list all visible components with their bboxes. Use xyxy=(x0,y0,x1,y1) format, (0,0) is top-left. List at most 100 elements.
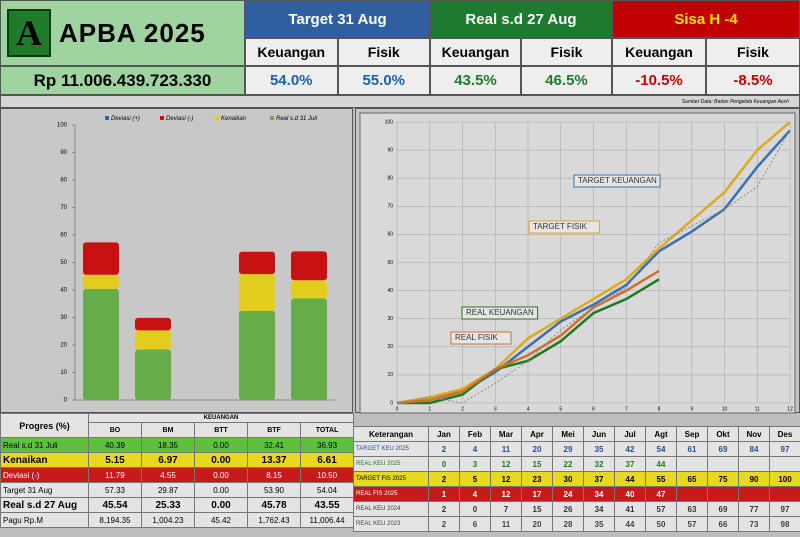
table-cell: 37 xyxy=(614,456,646,472)
row-label: TARGET KEU 2025 xyxy=(353,441,429,457)
legend-swatch xyxy=(270,116,274,120)
table-cell: 57 xyxy=(676,516,708,532)
row-label: TARGET FIS 2025 xyxy=(353,471,429,487)
table-cell: 75 xyxy=(707,471,739,487)
y-tick-label: 20 xyxy=(60,343,67,349)
x-tick-label: 12 xyxy=(787,406,793,412)
table-cell: 0.00 xyxy=(194,437,248,453)
y-tick-label: 0 xyxy=(390,400,393,406)
pagu: Rp 11.006.439.723.330 xyxy=(0,66,245,95)
column-head: BTT xyxy=(194,422,248,438)
value: 46.5% xyxy=(521,66,612,95)
table-cell: 4 xyxy=(459,486,491,502)
table-cell: 34 xyxy=(583,486,615,502)
table-cell: 29.87 xyxy=(141,482,195,498)
column-head: Sep xyxy=(676,426,708,442)
table-cell: 2 xyxy=(428,441,460,457)
y-tick-label: 30 xyxy=(60,315,67,321)
table-cell: 35 xyxy=(583,441,615,457)
table-cell: 37 xyxy=(583,471,615,487)
table-cell: 41 xyxy=(614,501,646,517)
value: -10.5% xyxy=(612,66,706,95)
table-cell: 34 xyxy=(583,501,615,517)
table-cell: 15 xyxy=(521,456,553,472)
x-tick-label: 1 xyxy=(428,406,431,412)
y-tick-label: 90 xyxy=(60,150,67,156)
y-tick-label: 100 xyxy=(385,119,394,125)
table-cell: 12 xyxy=(490,456,522,472)
title: APBA 2025 xyxy=(59,17,206,48)
table-cell: 5.15 xyxy=(88,452,142,468)
legend-label: Kenaikan xyxy=(221,116,247,122)
table-cell xyxy=(707,456,739,472)
y-tick-label: 90 xyxy=(387,147,393,153)
table-cell: 55 xyxy=(645,471,677,487)
y-tick-label: 60 xyxy=(387,232,393,238)
row-label: REAL FIS 2025 xyxy=(353,486,429,502)
column-head: Fisik xyxy=(706,38,800,66)
table-cell: 15 xyxy=(521,501,553,517)
legend-swatch xyxy=(160,116,164,120)
table-cell: 69 xyxy=(707,501,739,517)
group-title: Sisa H -4 xyxy=(612,0,800,38)
y-tick-label: 80 xyxy=(387,176,393,182)
column-head: Agt xyxy=(645,426,677,442)
table-cell: 8.15 xyxy=(247,467,301,483)
column-head: Jun xyxy=(583,426,615,442)
table-cell: 2 xyxy=(428,471,460,487)
table-cell: 3 xyxy=(459,456,491,472)
table-cell: 45.54 xyxy=(88,497,142,513)
legend-label: Real s.d 31 Juli xyxy=(276,116,318,122)
table-cell: 18.35 xyxy=(141,437,195,453)
row-label: Real s.d 27 Aug xyxy=(0,497,89,513)
table-cell: 0.00 xyxy=(194,482,248,498)
value: 55.0% xyxy=(337,66,430,95)
table-cell: 53.90 xyxy=(247,482,301,498)
table-cell: 10.50 xyxy=(299,467,355,483)
table-cell: 11 xyxy=(490,516,522,532)
x-tick-label: 6 xyxy=(592,406,595,412)
table-cell: 44 xyxy=(614,471,646,487)
y-tick-label: 100 xyxy=(57,123,68,129)
table-cell: 6.61 xyxy=(299,452,355,468)
bar-segment xyxy=(239,274,275,311)
table-cell: 23 xyxy=(521,471,553,487)
table-cell: 7 xyxy=(490,501,522,517)
x-tick-label: 0 xyxy=(396,406,399,412)
table-cell: 40 xyxy=(614,486,646,502)
y-tick-label: 50 xyxy=(60,260,67,266)
table-cell: 1,004.23 xyxy=(141,512,195,528)
table-cell: 29 xyxy=(552,441,584,457)
logo: A xyxy=(7,9,51,57)
label-box xyxy=(573,174,661,188)
y-tick-label: 0 xyxy=(64,398,68,404)
table-cell: 97 xyxy=(769,441,800,457)
table-cell: 12 xyxy=(490,471,522,487)
bar-segment xyxy=(291,251,327,281)
row-label: REAL KEU 2025 xyxy=(353,456,429,472)
bar-segment xyxy=(135,349,171,400)
row-label: REAL KEU 2023 xyxy=(353,516,429,532)
x-tick-label: 7 xyxy=(625,406,628,412)
table-cell xyxy=(707,486,739,502)
column-head: BTF xyxy=(247,422,301,438)
column-head: Keuangan xyxy=(430,38,521,66)
table-cell: 84 xyxy=(738,441,770,457)
x-tick-label: 10 xyxy=(722,406,728,412)
table-title: KEUANGAN xyxy=(87,413,355,423)
series-label: REAL KEUANGAN xyxy=(466,308,534,317)
x-tick-label: 4 xyxy=(527,406,530,412)
x-tick-label: 11 xyxy=(755,406,760,412)
label-box xyxy=(528,220,600,234)
table-cell: 13.37 xyxy=(247,452,301,468)
y-tick-label: 40 xyxy=(387,288,393,294)
table-cell: 28 xyxy=(552,516,584,532)
bar-segment xyxy=(291,280,327,299)
x-tick-label: 9 xyxy=(690,406,693,412)
y-tick-label: 70 xyxy=(387,204,393,210)
y-tick-label: 70 xyxy=(60,205,67,211)
table-cell: 54 xyxy=(645,441,677,457)
y-tick-label: 10 xyxy=(60,370,67,376)
table-cell: 69 xyxy=(707,441,739,457)
